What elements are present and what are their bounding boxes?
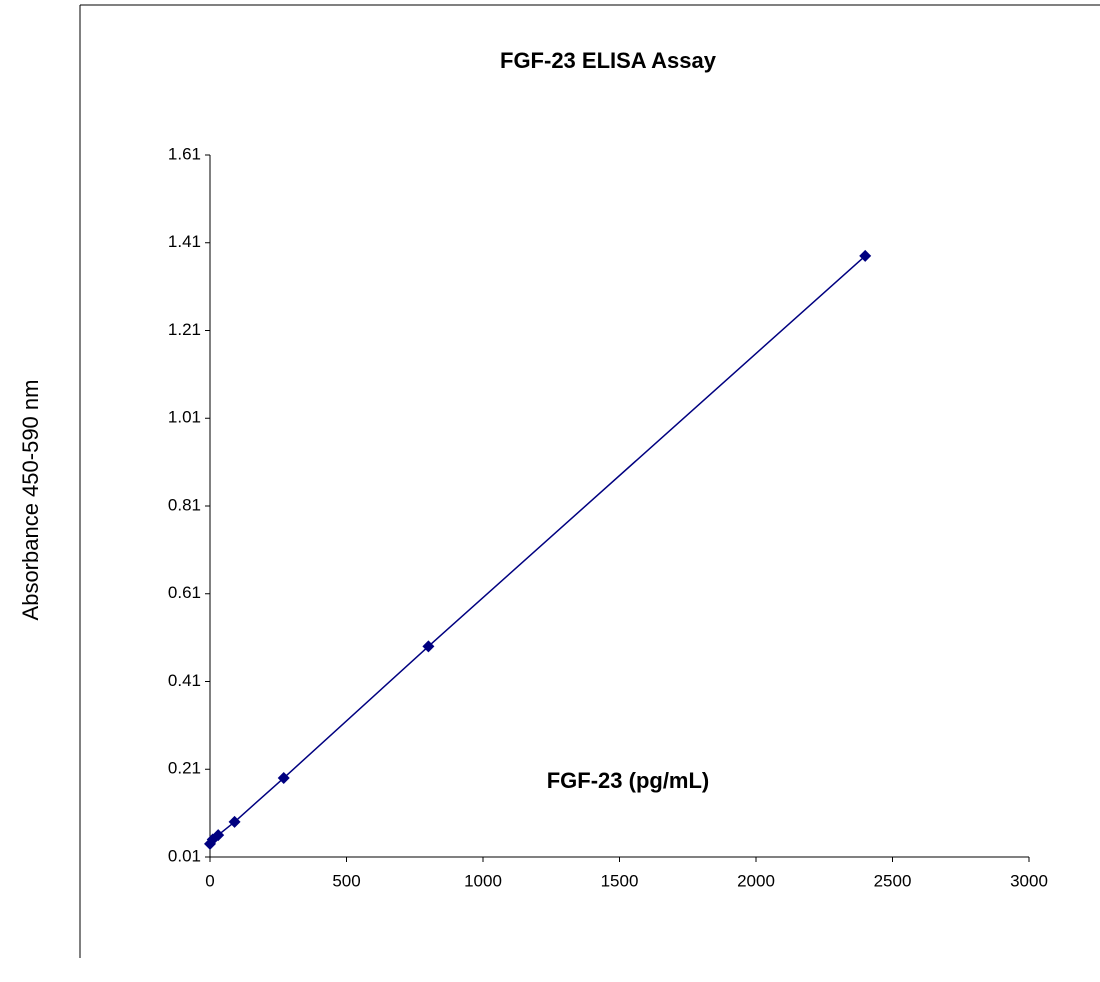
- x-tick-label: 2500: [874, 871, 912, 890]
- data-point: [859, 249, 872, 262]
- x-tick-label: 500: [332, 871, 360, 890]
- y-tick-label: 1.61: [168, 144, 201, 163]
- data-point: [212, 829, 225, 842]
- x-tick-label: 1500: [601, 871, 639, 890]
- data-point: [228, 815, 241, 828]
- y-tick-label: 1.01: [168, 408, 201, 427]
- x-tick-label: 3000: [1010, 871, 1048, 890]
- chart-title: FGF-23 ELISA Assay: [500, 48, 717, 73]
- x-tick-label: 2000: [737, 871, 775, 890]
- x-tick-label: 1000: [464, 871, 502, 890]
- y-axis-label: Absorbance 450-590 nm: [18, 380, 43, 621]
- x-tick-label: 0: [205, 871, 214, 890]
- y-tick-label: 0.61: [168, 583, 201, 602]
- y-tick-label: 1.41: [168, 232, 201, 251]
- data-point: [422, 640, 435, 653]
- y-tick-label: 0.81: [168, 495, 201, 514]
- y-tick-label: 0.01: [168, 846, 201, 865]
- x-axis-label: FGF-23 (pg/mL): [547, 768, 710, 793]
- y-tick-label: 0.21: [168, 759, 201, 778]
- y-tick-label: 0.41: [168, 671, 201, 690]
- y-tick-label: 1.21: [168, 320, 201, 339]
- data-point: [277, 772, 290, 785]
- series-line: [209, 255, 866, 845]
